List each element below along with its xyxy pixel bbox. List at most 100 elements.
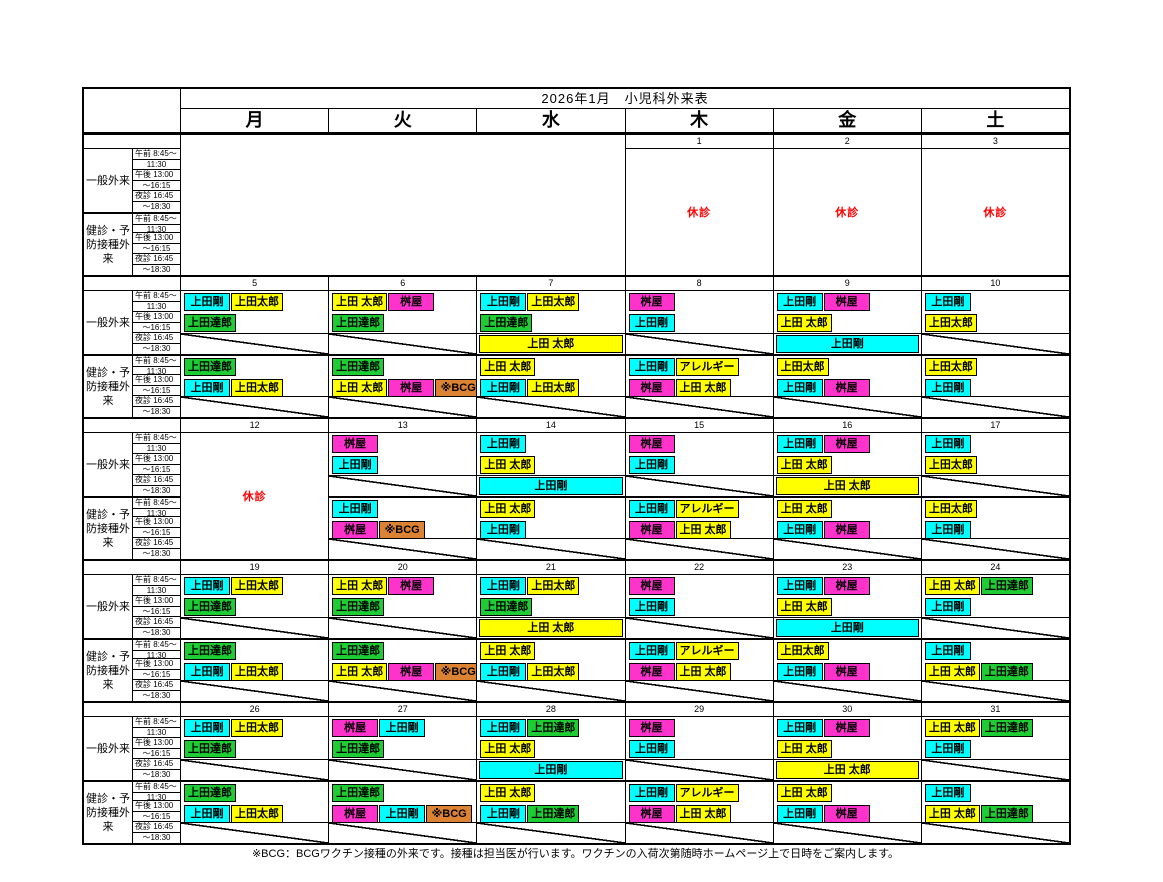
no-session-diagonal: [920, 396, 1069, 417]
session-pm: 上田剛 上田太郎: [181, 377, 328, 396]
no-session-diagonal: [920, 680, 1069, 701]
doctor-cell-checkup: 上田達郎 上田 太郎 桝屋 ※BCG: [328, 638, 477, 680]
group-label-checkup: 健診・予防接種外来: [84, 638, 132, 701]
no-session-diagonal: [624, 396, 773, 417]
session-am: 上田剛 上田太郎: [181, 717, 328, 738]
session-am: 上田剛 桝屋: [774, 717, 921, 738]
date-cell: 6: [328, 277, 477, 291]
session-am: 桝屋: [626, 575, 773, 596]
date-cell: 10: [920, 277, 1069, 291]
time-slot-line1: 午前 8:45～: [133, 356, 180, 367]
time-slot-line2: ～18:30: [142, 691, 171, 700]
session-pm: 上田剛 上田太郎: [477, 377, 624, 396]
doctor-chip: 上田 太郎: [675, 805, 731, 822]
doctor-cell-checkup: 上田剛 上田 太郎 上田達郎: [920, 638, 1069, 680]
time-slot-label: 午前 8:45～ 11:30: [132, 780, 180, 801]
time-slot-label: 午後 13:00 ～16:15: [132, 375, 180, 396]
time-slot-label: 午後 13:00 ～16:15: [132, 312, 180, 333]
doctor-chip: 上田剛: [924, 642, 971, 660]
doctor-chip: 上田剛: [184, 293, 230, 311]
time-slot-label: 午後 13:00 ～16:15: [132, 801, 180, 822]
no-session-diagonal: [920, 475, 1069, 496]
group-label-checkup: 健診・予防接種外来: [84, 496, 132, 559]
evening-session-chip: 上田 太郎: [479, 619, 623, 637]
doctor-cell-checkup: 上田剛 アレルギー 桝屋 上田 太郎: [624, 496, 773, 538]
no-session-diagonal: [476, 396, 625, 417]
date-cell: 2: [772, 135, 921, 149]
doctor-chip: 上田剛: [776, 577, 823, 595]
doctor-cell-checkup: 上田 太郎 上田剛 桝屋: [772, 496, 921, 538]
session-am: 上田達郎: [329, 782, 476, 803]
date-cell: 17: [920, 419, 1069, 433]
session-am: 上田太郎: [922, 356, 1069, 377]
doctor-chip: 上田剛: [628, 500, 675, 518]
evening-session-cell: 上田 太郎: [772, 759, 921, 780]
date-cell: 9: [772, 277, 921, 291]
time-slot-label: 午後 13:00 ～16:15: [132, 738, 180, 759]
day-name: 土: [920, 109, 1069, 132]
no-session-diagonal: [624, 333, 773, 354]
session-am: 上田剛: [922, 640, 1069, 661]
doctor-cell-checkup: 上田太郎 上田剛 桝屋: [772, 354, 921, 396]
doctor-chip: 桝屋: [823, 293, 870, 311]
time-slot-line1: 午前 8:45～: [133, 291, 180, 302]
doctor-chip: 上田剛: [480, 577, 527, 595]
session-am: 上田剛 アレルギー: [626, 640, 773, 661]
doctor-cell-general: 上田剛 上田 太郎: [476, 433, 624, 475]
date-cell: 8: [624, 277, 773, 291]
session-am: 上田剛 アレルギー: [626, 782, 773, 803]
doctor-chip: 上田達郎: [332, 740, 385, 758]
no-session-diagonal: [624, 759, 773, 780]
doctor-chip: 上田達郎: [184, 642, 236, 660]
no-session-diagonal: [624, 475, 773, 496]
session-am: 上田 太郎 桝屋: [329, 575, 476, 596]
doctor-chip: 桝屋: [628, 379, 675, 396]
evening-session-chip: 上田 太郎: [479, 335, 623, 353]
time-slot-label: 午後 13:00 ～16:15: [132, 233, 180, 254]
time-slot-line1: 午前 8:45～: [133, 782, 180, 793]
time-slot-label: 午前 8:45～ 11:30: [132, 291, 180, 312]
day-name: 金: [772, 109, 921, 132]
time-slot-label: 午前 8:45～ 11:30: [132, 575, 180, 596]
no-session-diagonal: [328, 617, 477, 638]
session-pm: 上田 太郎: [477, 738, 624, 759]
session-am: 上田剛: [922, 291, 1069, 312]
doctor-cell-checkup: 上田太郎 上田剛: [920, 496, 1069, 538]
session-am: 桝屋 上田剛: [329, 717, 476, 738]
date-cell: 16: [772, 419, 921, 433]
doctor-cell-checkup: 上田剛 アレルギー 桝屋 上田 太郎: [624, 354, 773, 396]
time-slot-line2: ～18:30: [142, 770, 171, 779]
session-pm: 上田 太郎 上田達郎: [922, 661, 1069, 680]
session-pm: 上田剛 桝屋: [774, 803, 921, 822]
time-slot-line2: 11:30: [146, 160, 167, 169]
doctor-chip: 上田剛: [332, 500, 379, 518]
time-slot-line2: ～16:15: [142, 812, 171, 821]
doctor-chip: 上田太郎: [776, 642, 829, 660]
doctor-chip: アレルギー: [675, 358, 739, 376]
doctor-chip: 上田 太郎: [776, 784, 832, 802]
date-cell: 13: [328, 419, 477, 433]
session-pm: 上田剛: [626, 312, 773, 333]
doctor-chip: 上田太郎: [924, 358, 977, 376]
doctor-cell-checkup: 上田達郎 桝屋 上田剛 ※BCG: [328, 780, 477, 822]
no-session-diagonal: [180, 759, 329, 780]
doctor-chip: 上田 太郎: [332, 379, 388, 396]
session-am: 上田 太郎 上田達郎: [922, 717, 1069, 738]
time-slot-line1: 午後 13:00: [133, 596, 180, 607]
time-slot-line1: 夜診 16:45: [133, 680, 180, 691]
no-session-diagonal: [920, 617, 1069, 638]
no-session-diagonal: [328, 680, 477, 701]
doctor-chip: 上田剛: [332, 456, 379, 474]
time-slot-line1: 夜診 16:45: [133, 617, 180, 628]
doctor-cell-general: 上田剛 上田太郎 上田達郎: [476, 575, 624, 617]
time-slot-line1: 午前 8:45～: [133, 498, 180, 509]
session-am: 上田剛 桝屋: [774, 291, 921, 312]
doctor-chip: 上田 太郎: [675, 379, 731, 396]
date-cell: 27: [328, 703, 477, 717]
doctor-cell-general: 上田剛 上田太郎 上田達郎: [476, 291, 624, 333]
time-slot-line2: ～16:15: [142, 607, 171, 616]
doctor-cell-general: 上田剛 桝屋 上田 太郎: [772, 433, 921, 475]
doctor-chip: 桝屋: [332, 719, 379, 737]
session-am: 上田剛 上田太郎: [477, 291, 624, 312]
